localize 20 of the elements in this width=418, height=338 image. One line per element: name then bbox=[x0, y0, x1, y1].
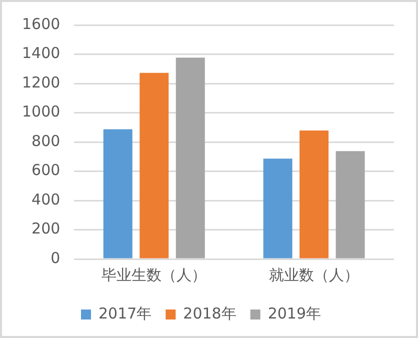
x-tick-label: 毕业生数（人） bbox=[102, 266, 207, 284]
legend-label: 2018年 bbox=[183, 304, 236, 322]
y-tick-label: 1600 bbox=[22, 14, 60, 33]
legend-label: 2019年 bbox=[268, 304, 322, 322]
y-tick-label: 800 bbox=[32, 132, 60, 150]
y-tick-label: 600 bbox=[32, 161, 60, 180]
y-tick-label: 1400 bbox=[22, 44, 60, 62]
bar bbox=[140, 72, 169, 258]
bar bbox=[176, 58, 205, 258]
bar bbox=[263, 158, 292, 258]
bar bbox=[336, 151, 365, 258]
y-tick-label: 1000 bbox=[22, 102, 60, 121]
y-tick-label: 400 bbox=[32, 190, 60, 208]
bar bbox=[300, 130, 329, 258]
legend-label: 2017年 bbox=[98, 304, 152, 322]
bar bbox=[103, 129, 132, 258]
y-tick-label: 1200 bbox=[22, 73, 60, 92]
y-tick-label: 200 bbox=[32, 220, 60, 238]
y-tick-label: 0 bbox=[50, 248, 60, 267]
x-tick-label: 就业数（人） bbox=[269, 266, 360, 284]
